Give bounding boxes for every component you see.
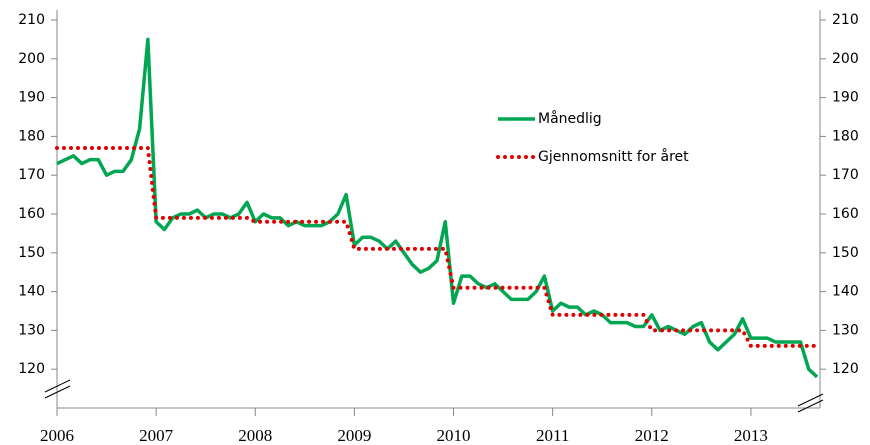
x-tick-label: 2006: [40, 426, 74, 445]
x-tick-label: 2007: [139, 426, 174, 445]
y-tick-label: 190: [18, 90, 45, 106]
y-tick-label: 140: [18, 284, 45, 300]
x-tick-label: 2009: [337, 426, 371, 445]
y-tick-label: 210: [18, 12, 45, 28]
y-tick-label: 150: [18, 245, 45, 261]
y2-tick-label: 130: [832, 322, 859, 338]
y-tick-label: 180: [18, 128, 45, 144]
x-tick-label: 2013: [734, 426, 768, 445]
y-tick-label: 160: [18, 206, 45, 222]
x-tick-label: 2010: [437, 426, 471, 445]
series-line: [55, 146, 819, 348]
y2-tick-label: 190: [832, 90, 859, 106]
axis-break: [44, 379, 824, 413]
y2-tick-label: 120: [832, 361, 859, 377]
y2-tick-label: 140: [832, 284, 859, 300]
y-tick-label: 170: [18, 167, 45, 183]
y2-tick-label: 160: [832, 206, 859, 222]
legend-label: Gjennomsnitt for året: [538, 148, 689, 165]
x-tick-label: 2012: [635, 426, 669, 445]
y-tick-label: 120: [18, 361, 45, 377]
x-tick-label: 2011: [536, 426, 569, 445]
x-tick-label: 2008: [238, 426, 272, 445]
y-tick-label: 200: [18, 51, 45, 67]
y2-tick-label: 150: [832, 245, 859, 261]
series-line: [56, 37, 819, 379]
y2-tick-label: 200: [832, 51, 859, 67]
y2-tick-label: 170: [832, 167, 859, 183]
y2-tick-label: 210: [832, 12, 859, 28]
y-tick-label: 130: [18, 322, 45, 338]
legend-label: Månedlig: [538, 110, 602, 127]
y2-tick-label: 180: [832, 128, 859, 144]
